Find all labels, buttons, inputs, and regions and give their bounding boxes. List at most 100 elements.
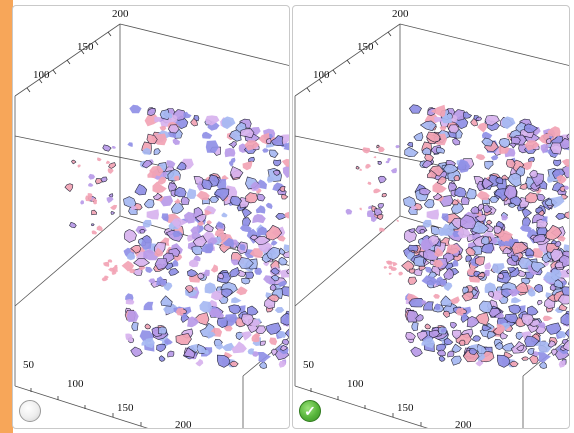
surface-patch (488, 291, 495, 298)
surface-patch (542, 315, 553, 321)
tick-label-back-upper: 150 (357, 41, 374, 53)
surface-patch (251, 333, 260, 343)
surface-patch (171, 200, 184, 214)
surface-patch (250, 181, 261, 191)
surface-patch (497, 230, 513, 242)
surface-patch (565, 328, 569, 338)
surface-patch (146, 133, 158, 145)
surface-patch (451, 343, 462, 353)
surface-patch (482, 177, 494, 190)
tick-label-top: 200 (392, 8, 409, 20)
surface-patch (231, 341, 247, 354)
surface-patch (447, 350, 455, 358)
surface-patch (490, 155, 499, 161)
surface-patch (195, 358, 204, 367)
surface-patch (241, 208, 252, 219)
surface-patch (276, 235, 286, 242)
surface-patch (465, 255, 473, 262)
surface-patch (241, 313, 254, 327)
surface-patch (441, 213, 449, 222)
porous-surface-right (345, 104, 569, 369)
surface-patch (425, 266, 433, 273)
surface-patch (484, 262, 492, 270)
surface-patch (547, 340, 556, 348)
surface-patch (156, 276, 167, 286)
surface-patch (489, 196, 500, 203)
surface-patch (539, 361, 547, 369)
surface-patch (166, 160, 176, 169)
surface-patch (143, 198, 155, 209)
surface-patch (421, 299, 428, 305)
surface-patch (175, 333, 192, 346)
surface-patch (426, 209, 439, 220)
tick-label-back-lower: 100 (313, 69, 330, 81)
surface-patch (172, 138, 180, 145)
surface-patch (154, 116, 162, 123)
surface-patch (224, 314, 238, 323)
surface-patch (183, 211, 196, 224)
surface-patch (152, 192, 163, 200)
surface-patch (466, 316, 480, 328)
surface-patch (161, 213, 169, 222)
tick-label-front-left: 50 (23, 359, 35, 371)
surface-patch (422, 219, 432, 228)
surface-patch (556, 174, 567, 185)
surface-patch (159, 126, 167, 131)
surface-patch (102, 144, 112, 152)
surface-patch (289, 212, 290, 219)
surface-patch (274, 307, 285, 313)
accent-bar (0, 0, 13, 433)
surface-patch (406, 141, 414, 148)
surface-patch (230, 157, 236, 163)
surface-patch (193, 255, 201, 262)
surface-patch (453, 175, 460, 182)
surface-patch (521, 356, 529, 361)
surface-patch (211, 290, 224, 301)
radio-checked-icon[interactable]: ✓ (299, 400, 321, 422)
surface-patch (367, 181, 372, 185)
surface-patch (524, 140, 540, 151)
tick-label-front-mid: 100 (347, 378, 364, 390)
surface-patch (396, 219, 399, 222)
surface-patch (551, 348, 558, 356)
surface-patch (493, 225, 502, 234)
surface-patch (111, 271, 117, 275)
surface-patch (398, 271, 404, 276)
surface-patch (473, 270, 482, 278)
surface-patch (491, 290, 504, 301)
surface-patch (231, 297, 242, 304)
tick-label-back-lower: 100 (33, 69, 50, 81)
surface-patch (557, 331, 567, 338)
surface-patch (486, 219, 493, 225)
surface-patch (408, 297, 426, 308)
surface-patch (443, 267, 454, 280)
surface-patch (390, 267, 398, 271)
surface-patch (131, 321, 139, 332)
plot-panel-right[interactable]: 200 150 100 50 100 150 200 ✓ (292, 5, 570, 429)
surface-patch (217, 273, 224, 280)
surface-patch (555, 212, 568, 220)
surface-patch (143, 301, 154, 311)
surface-patch (457, 227, 471, 239)
surface-patch (108, 162, 117, 169)
radio-unchecked-icon[interactable] (19, 400, 41, 422)
plot-panel-left[interactable]: 200 150 100 50 100 150 200 (12, 5, 290, 429)
surface-patch (183, 111, 192, 119)
surface-patch (147, 107, 156, 116)
surface-patch (568, 214, 569, 216)
surface-patch (524, 123, 539, 134)
surface-patch (434, 116, 442, 123)
surface-patch (204, 269, 210, 277)
surface-patch (168, 268, 180, 276)
surface-patch (209, 196, 220, 203)
surface-patch (538, 352, 551, 363)
surface-patch (450, 322, 457, 329)
surface-patch (283, 244, 289, 252)
surface-patch (96, 225, 103, 231)
surface-patch (519, 183, 528, 190)
surface-patch (547, 126, 561, 137)
surface-patch (550, 269, 562, 280)
surface-patch (419, 187, 431, 196)
surface-patch (481, 137, 494, 147)
surface-patch (558, 361, 566, 368)
